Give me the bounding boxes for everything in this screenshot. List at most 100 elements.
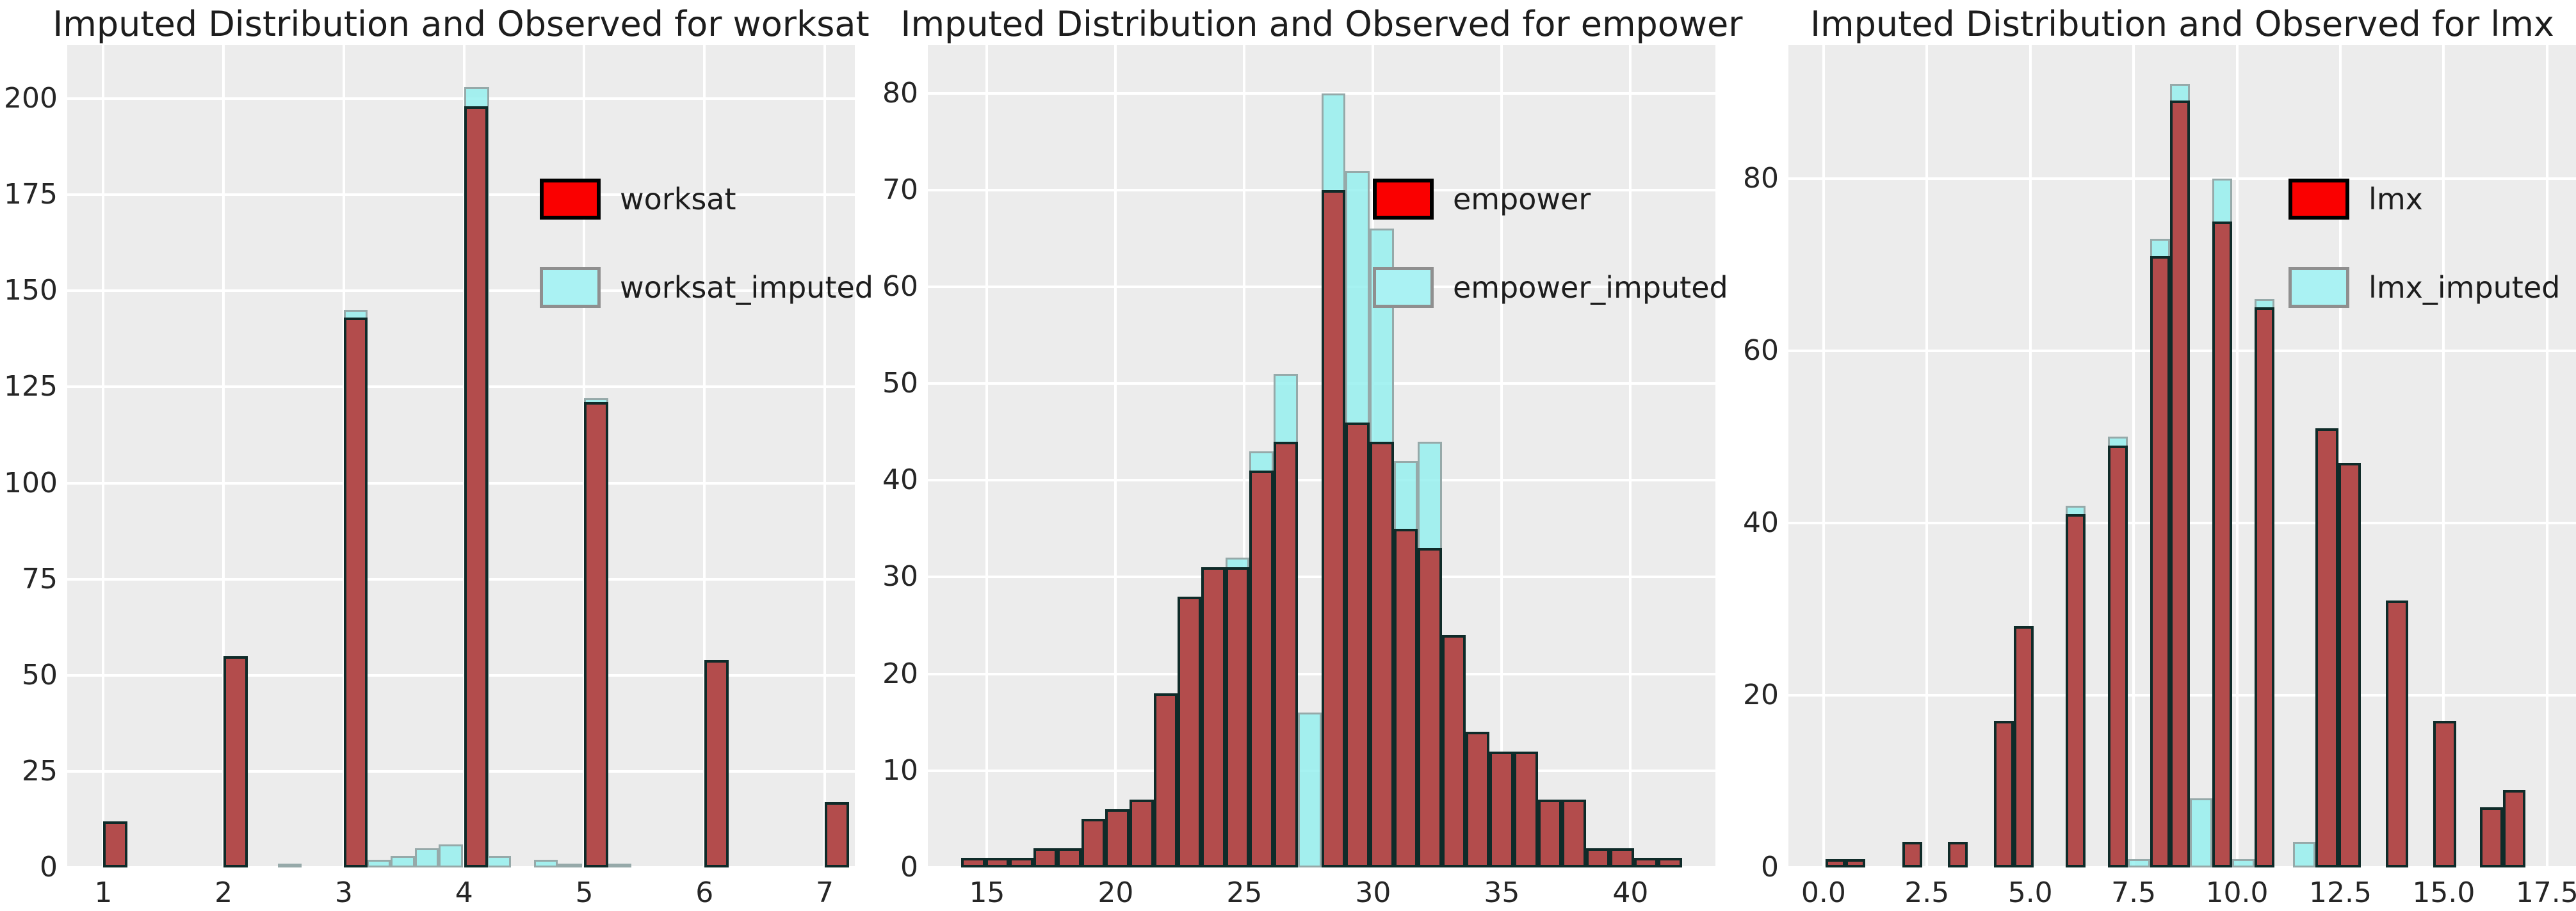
observed-bar <box>1993 721 2014 867</box>
observed-bar <box>2502 789 2526 867</box>
imputed-bar <box>1297 713 1322 867</box>
observed-bar <box>1033 848 1058 867</box>
gridline <box>1629 45 1632 867</box>
plot-area-lmx: 0.0 2.5 5.0 7.5 10.0 12.5 15.0 17.5 0 20 40 60 80 lmx… <box>1743 45 2576 909</box>
legend-label: worksat_imputed <box>620 270 873 305</box>
y-tick-label: 75 <box>22 562 58 595</box>
observed-bar <box>1947 841 1968 867</box>
legend-label: lmx <box>2369 182 2423 217</box>
x-tick-label: 30 <box>1355 876 1391 909</box>
y-tick-label: 200 <box>4 82 58 115</box>
imputed-bar <box>391 855 415 867</box>
gridline <box>2442 45 2445 867</box>
observed-bar <box>2433 721 2456 867</box>
legend-item: empower_imputed <box>1372 267 1728 309</box>
legend-swatch-imputed-icon <box>1372 267 1434 309</box>
y-tick-label: 125 <box>4 370 58 403</box>
observed-bar <box>1009 857 1033 867</box>
observed-bar <box>2212 221 2232 867</box>
observed-bar <box>1201 567 1226 867</box>
gridline <box>67 673 855 677</box>
observed-bar <box>1105 809 1130 867</box>
imputed-bar <box>277 863 302 867</box>
x-tick-label: 25 <box>1226 876 1263 909</box>
imputed-bar <box>414 848 439 867</box>
gridline <box>2132 45 2135 867</box>
observed-bar <box>1658 857 1682 867</box>
observed-bar <box>2315 428 2338 867</box>
legend-label: empower <box>1452 182 1591 217</box>
x-tick-label: 17.5 <box>2515 876 2576 909</box>
y-tick-label: 0 <box>900 851 918 883</box>
plot-area-worksat: 1 2 3 4 5 6 7 0 25 50 75 100 125 150 175 200 worksat work… <box>4 45 873 909</box>
observed-bar <box>1537 800 1562 867</box>
observed-bar <box>1562 800 1586 867</box>
observed-bar <box>2254 307 2274 867</box>
observed-bar <box>961 857 985 867</box>
x-tick-label: 7.5 <box>2111 876 2157 909</box>
observed-bar <box>103 821 127 867</box>
gridline <box>2029 45 2032 867</box>
y-tick-label: 50 <box>22 658 58 691</box>
observed-bar <box>1345 422 1370 867</box>
observed-bar <box>1489 751 1514 867</box>
observed-bar <box>1273 441 1298 867</box>
x-tick-label: 2.5 <box>1904 876 1950 909</box>
observed-bar <box>1153 693 1178 867</box>
observed-bar <box>2065 514 2086 867</box>
observed-bar <box>1417 548 1442 867</box>
gridline <box>102 45 105 867</box>
imputed-bar <box>439 844 463 867</box>
legend-item: empower <box>1372 179 1728 220</box>
imputed-bar <box>2189 798 2212 867</box>
gridline <box>67 385 855 389</box>
y-tick-label: 80 <box>1743 161 1779 195</box>
imputed-bar <box>2128 859 2150 867</box>
observed-bar <box>2480 807 2503 867</box>
y-tick-label: 25 <box>22 754 58 787</box>
gridline <box>67 193 855 197</box>
gridline <box>1114 45 1117 867</box>
observed-bar <box>2385 600 2409 867</box>
x-tick-label: 40 <box>1612 876 1649 909</box>
legend-label: worksat <box>620 182 736 217</box>
x-tick-label: 7 <box>816 876 834 909</box>
gridline <box>2235 45 2239 867</box>
gridline <box>67 289 855 293</box>
observed-bar <box>1826 859 1846 867</box>
gridline <box>222 45 225 867</box>
y-tick-label: 100 <box>4 466 58 499</box>
observed-bar <box>704 659 729 867</box>
x-tick-label: 6 <box>695 876 714 909</box>
observed-bar <box>1466 732 1490 867</box>
chart-title-empower: Imputed Distribution and Observed for em… <box>900 4 1743 44</box>
gridline <box>67 481 855 485</box>
legend-item: lmx_imputed <box>2288 267 2560 309</box>
imputed-bar <box>607 863 631 867</box>
imputed-bar <box>533 859 558 867</box>
observed-bar <box>1370 441 1394 867</box>
observed-bar <box>1585 848 1610 867</box>
y-tick-label: 175 <box>4 178 58 211</box>
observed-bar <box>584 402 609 867</box>
legend-swatch-observed-icon <box>540 179 601 220</box>
observed-bar <box>2108 445 2128 867</box>
imputed-bar <box>487 855 511 867</box>
chart-title-lmx: Imputed Distribution and Observed for lm… <box>1810 4 2554 44</box>
observed-bar <box>223 656 248 867</box>
gridline <box>1822 45 1825 867</box>
x-tick-label: 5.0 <box>2007 876 2053 909</box>
x-tick-label: 4 <box>455 876 473 909</box>
x-tick-label: 1 <box>94 876 113 909</box>
observed-bar <box>1633 857 1658 867</box>
observed-bar <box>1249 471 1274 867</box>
y-tick-label: 0 <box>40 851 58 883</box>
x-tick-label: 10.0 <box>2205 876 2269 909</box>
chart-title-worksat: Imputed Distribution and Observed for wo… <box>53 4 870 44</box>
observed-bar <box>1441 635 1466 867</box>
observed-bar <box>2013 626 2034 867</box>
observed-bar <box>343 318 368 867</box>
imputed-bar <box>366 859 391 867</box>
observed-bar <box>825 802 849 867</box>
x-tick-label: 0.0 <box>1801 876 1846 909</box>
